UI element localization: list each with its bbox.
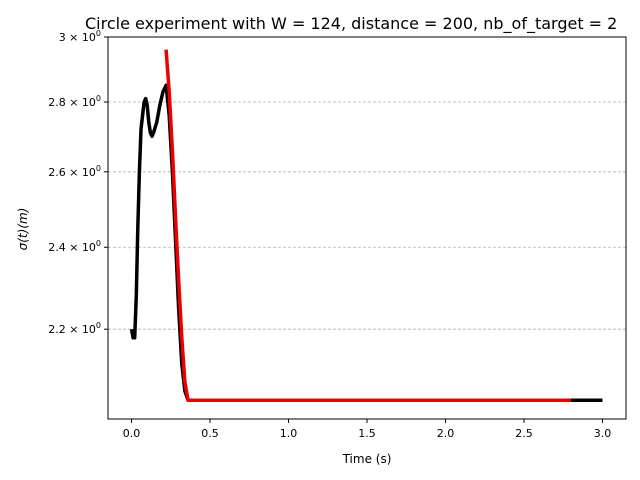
y-tick-label: 2.6 × 100: [48, 164, 101, 179]
series-lines: [129, 49, 603, 403]
y-tick-label: 2.8 × 100: [48, 94, 101, 109]
x-tick-label: 1.5: [358, 427, 376, 440]
series-line: [164, 49, 572, 403]
y-tick-label: 3 × 100: [59, 29, 101, 44]
x-tick-label: 0.5: [201, 427, 219, 440]
x-axis-label: Time (s): [342, 452, 392, 466]
x-tick-label: 3.0: [594, 427, 612, 440]
x-tick-label: 2.5: [515, 427, 533, 440]
chart-title: Circle experiment with W = 124, distance…: [85, 14, 617, 34]
x-axis-ticks: 0.0 0.5 1.0 1.5 2.0 2.5 3.0: [123, 419, 611, 440]
y-tick-label: 2.2 × 100: [48, 321, 101, 336]
x-tick-label: 1.0: [280, 427, 298, 440]
y-tick-label: 2.4 × 100: [48, 239, 101, 254]
y-axis-ticks: 2.2 × 100 2.4 × 100 2.6 × 100 2.8 × 100 3 × …: [48, 29, 108, 336]
x-tick-label: 2.0: [437, 427, 455, 440]
x-tick-label: 0.0: [123, 427, 141, 440]
y-axis-label: σ(t)(m): [16, 208, 30, 251]
